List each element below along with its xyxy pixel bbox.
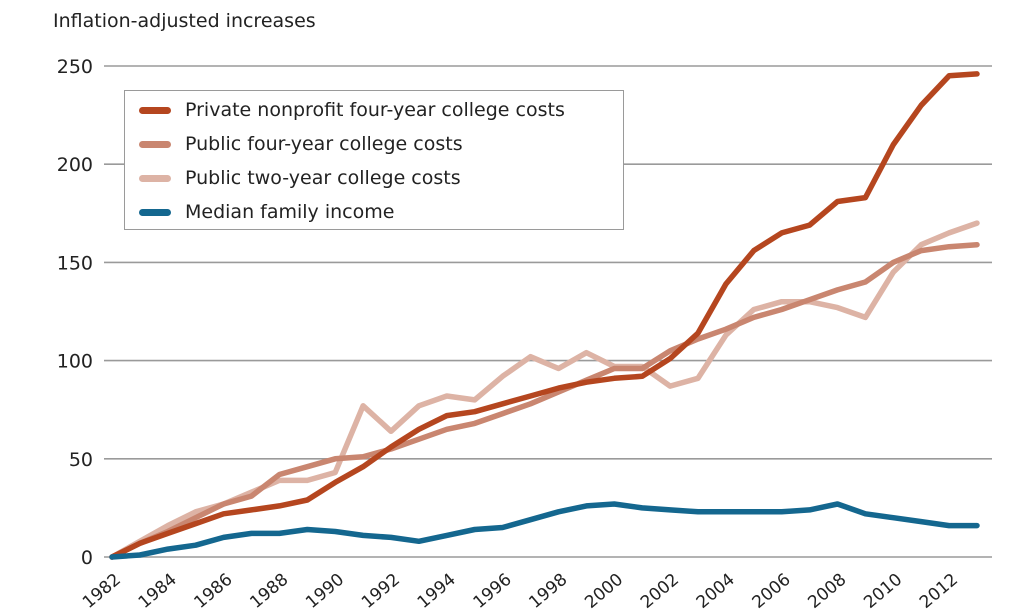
x-tick-label: 1986 bbox=[191, 570, 237, 613]
x-tick-label: 2000 bbox=[581, 570, 627, 613]
legend-label: Public four-year college costs bbox=[185, 133, 463, 155]
legend: Private nonprofit four-year college cost… bbox=[124, 90, 624, 230]
legend-label: Private nonprofit four-year college cost… bbox=[185, 99, 565, 121]
series-lines bbox=[109, 71, 980, 560]
y-tick-label: 50 bbox=[69, 449, 93, 471]
x-tick-label: 1988 bbox=[246, 570, 292, 613]
x-tick-label: 1996 bbox=[470, 570, 516, 613]
x-tick-label: 2004 bbox=[693, 570, 739, 613]
y-tick-label: 100 bbox=[57, 351, 93, 373]
legend-swatch bbox=[139, 174, 171, 182]
x-tick-label: 1982 bbox=[79, 570, 125, 613]
y-axis-ticks: 0 50 100 150 200 250 bbox=[57, 56, 93, 569]
x-tick-label: 1992 bbox=[358, 570, 404, 613]
x-tick-label: 2002 bbox=[637, 570, 683, 613]
series-line-median-family-income bbox=[109, 501, 980, 560]
legend-item: Private nonprofit four-year college cost… bbox=[139, 95, 565, 125]
x-tick-label: 2006 bbox=[749, 570, 795, 613]
legend-label: Public two-year college costs bbox=[185, 167, 461, 189]
x-tick-label: 1990 bbox=[302, 570, 348, 613]
legend-label: Median family income bbox=[185, 201, 395, 223]
y-tick-label: 200 bbox=[57, 154, 93, 176]
legend-swatch bbox=[139, 208, 171, 216]
legend-item: Median family income bbox=[139, 197, 394, 227]
x-tick-label: 2008 bbox=[804, 570, 850, 613]
series-line-private-nonprofit-four-year-college-costs bbox=[109, 71, 980, 560]
legend-item: Public four-year college costs bbox=[139, 129, 463, 159]
chart-subtitle: Inflation-adjusted increases bbox=[53, 10, 316, 32]
x-tick-label: 1994 bbox=[414, 570, 460, 613]
x-tick-label: 1998 bbox=[525, 570, 571, 613]
x-tick-label: 2012 bbox=[916, 570, 962, 613]
legend-swatch bbox=[139, 106, 171, 114]
y-tick-label: 250 bbox=[57, 56, 93, 78]
x-axis-ticks: 1982 1984 1986 1988 1990 1992 1994 1996 1998 2000… bbox=[79, 570, 962, 613]
legend-item: Public two-year college costs bbox=[139, 163, 461, 193]
x-tick-label: 1984 bbox=[135, 570, 181, 613]
y-tick-label: 0 bbox=[81, 547, 93, 569]
y-tick-label: 150 bbox=[57, 252, 93, 274]
legend-swatch bbox=[139, 140, 171, 148]
x-tick-label: 2010 bbox=[860, 570, 906, 613]
series-line-public-four-year-college-costs bbox=[109, 241, 980, 560]
